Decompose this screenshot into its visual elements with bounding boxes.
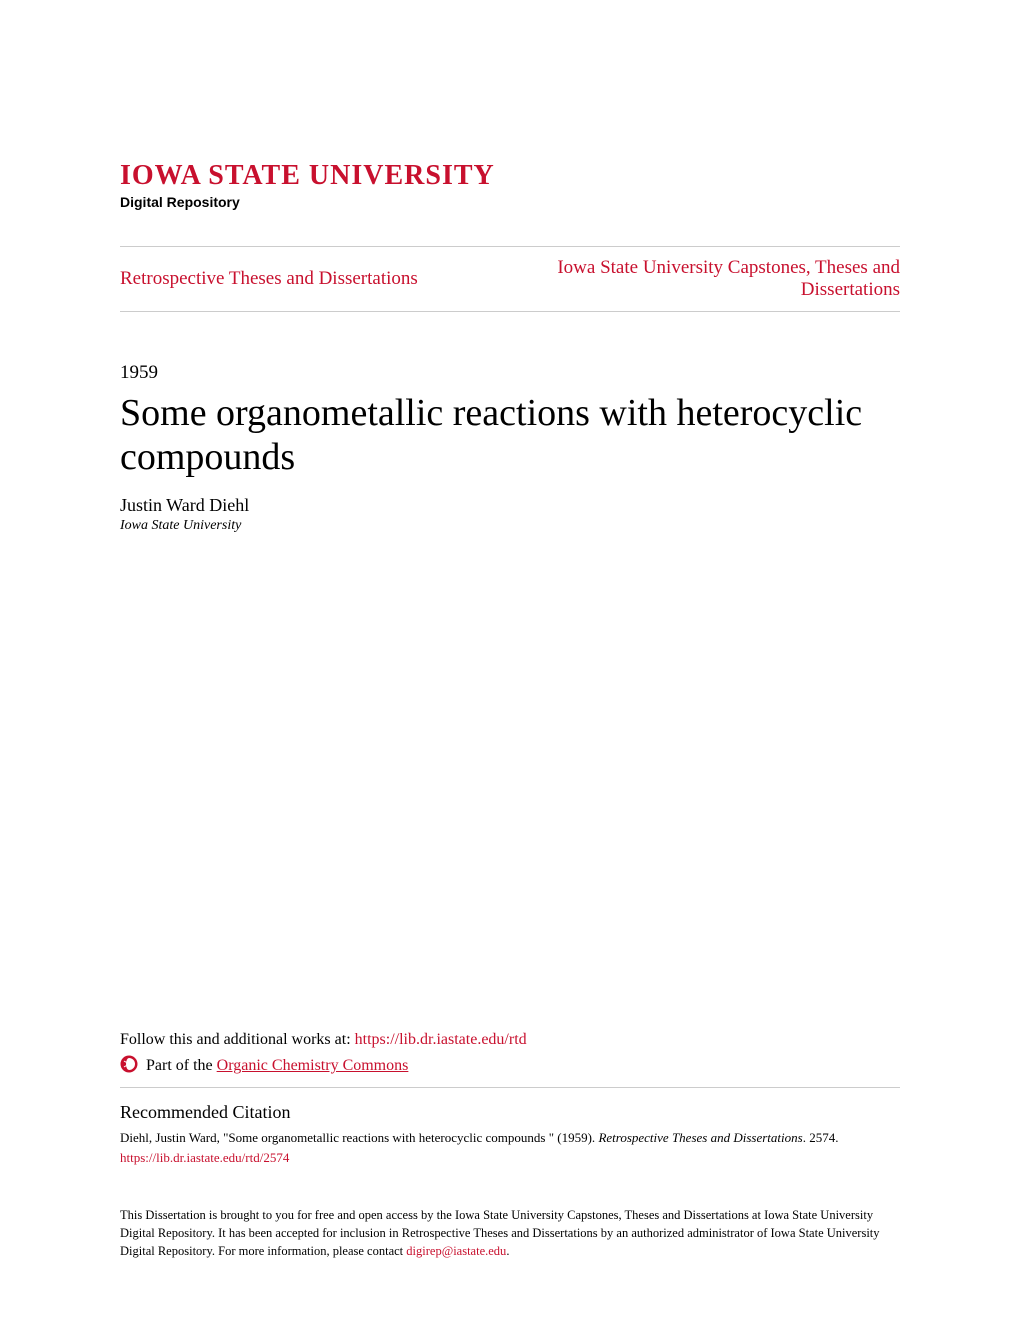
collection-bar: Retrospective Theses and Dissertations I… [120, 246, 900, 312]
collection-right-link[interactable]: Iowa State University Capstones, Theses … [520, 257, 900, 301]
follow-block: Follow this and additional works at: htt… [120, 1031, 900, 1088]
footer-post: . [506, 1244, 509, 1258]
logo-line2: Digital Repository [120, 194, 900, 210]
commons-link[interactable]: Organic Chemistry Commons [217, 1057, 409, 1074]
institution-logo: IOWA STATE UNIVERSITY Digital Repository [120, 160, 900, 210]
partof-line: Part of the Organic Chemistry Commons [120, 1055, 900, 1075]
contact-email-link[interactable]: digirep@iastate.edu [406, 1244, 506, 1258]
document-title: Some organometallic reactions with heter… [120, 392, 900, 479]
logo-line1: IOWA STATE UNIVERSITY [120, 160, 900, 192]
follow-prefix: Follow this and additional works at: [120, 1031, 355, 1048]
follow-url-link[interactable]: https://lib.dr.iastate.edu/rtd [355, 1031, 527, 1048]
publication-year: 1959 [120, 362, 900, 384]
citation-post: . 2574. [803, 1130, 839, 1145]
network-icon [120, 1055, 138, 1073]
vertical-spacer [120, 534, 900, 1031]
footer-note: This Dissertation is brought to you for … [120, 1206, 900, 1260]
recommended-citation-heading: Recommended Citation [120, 1102, 900, 1123]
partof-prefix: Part of the [146, 1057, 217, 1074]
citation-text: Diehl, Justin Ward, "Some organometallic… [120, 1129, 900, 1147]
author-name: Justin Ward Diehl [120, 495, 900, 516]
citation-url-link[interactable]: https://lib.dr.iastate.edu/rtd/2574 [120, 1150, 289, 1165]
citation-italic: Retrospective Theses and Dissertations [598, 1130, 802, 1145]
author-affiliation: Iowa State University [120, 518, 900, 534]
collection-left-link[interactable]: Retrospective Theses and Dissertations [120, 268, 418, 290]
citation-pre: Diehl, Justin Ward, "Some organometallic… [120, 1130, 598, 1145]
follow-line: Follow this and additional works at: htt… [120, 1031, 900, 1049]
citation-url[interactable]: https://lib.dr.iastate.edu/rtd/2574 [120, 1150, 900, 1166]
page-container: IOWA STATE UNIVERSITY Digital Repository… [0, 0, 1020, 1320]
